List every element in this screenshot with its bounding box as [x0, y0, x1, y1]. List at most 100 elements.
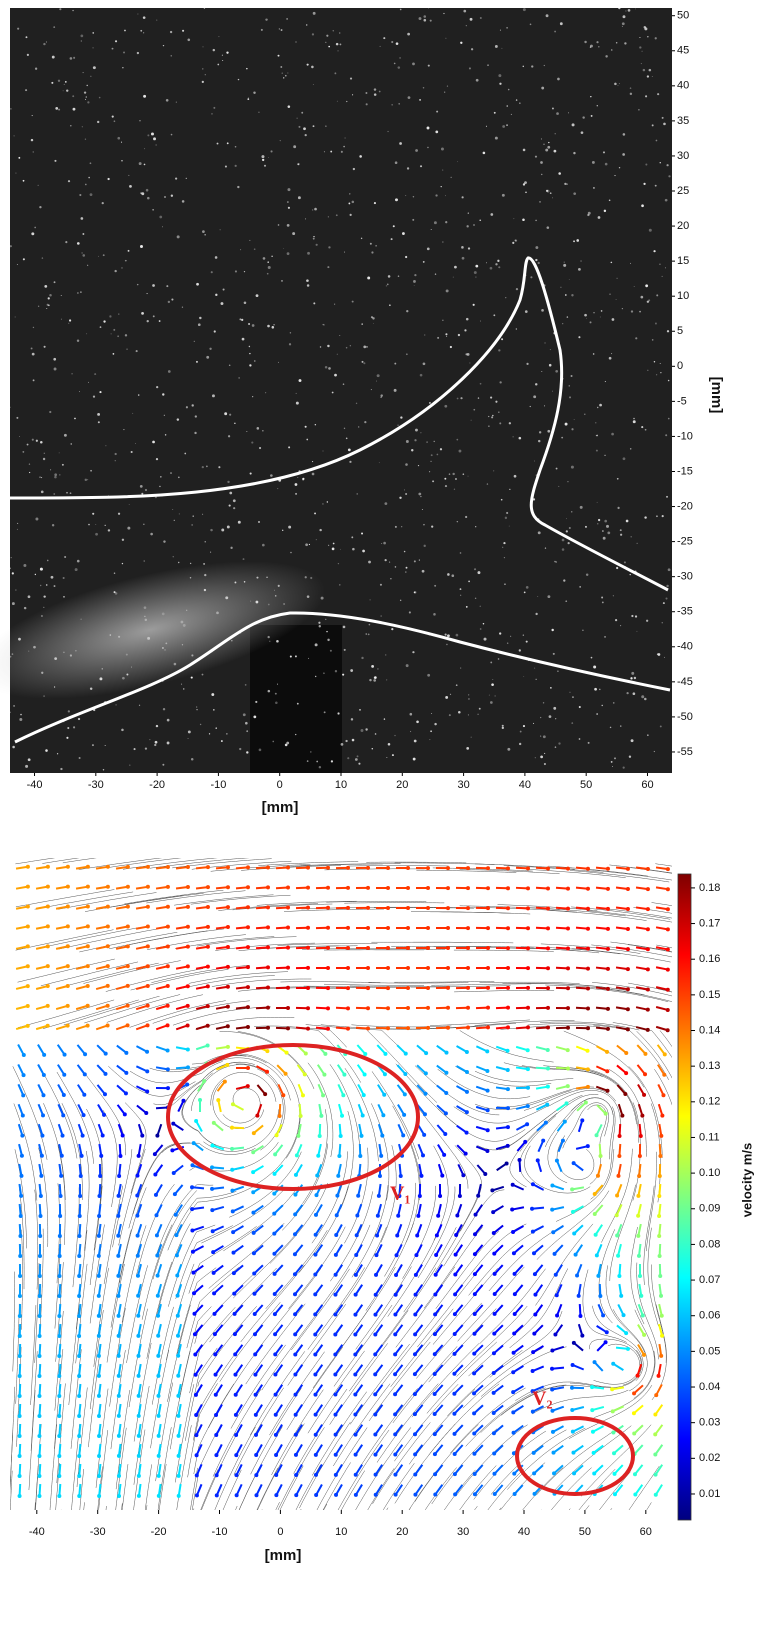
vector-head — [294, 1493, 298, 1497]
particle — [66, 89, 68, 91]
particle — [523, 66, 524, 67]
particle — [138, 394, 140, 396]
vector-head — [492, 1231, 496, 1235]
particle — [205, 74, 206, 75]
particle — [92, 744, 94, 746]
particle — [437, 454, 439, 456]
vector-head — [323, 1052, 327, 1056]
particle — [569, 279, 570, 280]
vector-head — [646, 887, 650, 891]
particle — [344, 428, 345, 429]
vector-head — [265, 1070, 269, 1074]
vector-head — [485, 1149, 489, 1153]
particle — [498, 349, 500, 351]
vector-head — [586, 1085, 590, 1089]
particle — [447, 86, 448, 87]
particle — [309, 544, 310, 545]
vector-head — [506, 886, 510, 890]
vector-head — [513, 1292, 517, 1296]
vector-head — [643, 1072, 647, 1076]
vector-head — [286, 946, 290, 950]
vector-head — [77, 1294, 81, 1298]
particle — [163, 45, 164, 46]
vector-head — [153, 1173, 157, 1177]
particle — [591, 657, 593, 659]
vector-head — [333, 1293, 337, 1297]
particle — [77, 292, 78, 293]
vector-head — [174, 1233, 178, 1237]
vector-head — [578, 1314, 582, 1318]
vector-head — [146, 925, 150, 929]
vector-head — [293, 1193, 297, 1197]
vector-head — [353, 1352, 357, 1356]
particle — [555, 133, 556, 134]
particle — [452, 473, 454, 475]
particle — [667, 330, 669, 332]
particle — [85, 99, 86, 100]
vector-head — [550, 1348, 554, 1352]
vector-head — [61, 1113, 65, 1117]
vector-head — [166, 964, 170, 968]
particle — [186, 178, 187, 179]
particle — [523, 676, 524, 677]
particle — [604, 455, 605, 456]
particle — [665, 434, 667, 436]
particle — [93, 396, 95, 398]
particle — [380, 584, 382, 586]
vector-panel: V₁ V₂ [mm] velocity m/s -40-30-20-100102… — [8, 849, 755, 1610]
vector-head — [596, 1174, 600, 1178]
vector-head — [605, 1069, 609, 1073]
vector-head — [166, 944, 170, 948]
particle — [418, 493, 421, 496]
particle — [198, 323, 201, 326]
particle — [383, 37, 385, 39]
vector-head — [106, 924, 110, 928]
vector-head — [426, 886, 430, 890]
vector-head — [38, 1334, 42, 1338]
particle — [450, 346, 452, 348]
vector-head — [486, 926, 490, 930]
x-tick-label: 50 — [579, 1526, 591, 1538]
vector-head — [252, 1251, 256, 1255]
particle — [423, 261, 425, 263]
vector-head — [442, 1153, 446, 1157]
vector-head — [186, 885, 190, 889]
vector-head — [586, 1144, 590, 1148]
particle — [494, 112, 496, 114]
vector-head — [272, 1212, 276, 1216]
particle — [297, 477, 298, 478]
particle — [480, 383, 482, 385]
vector-head — [126, 984, 130, 988]
streamline — [54, 1510, 61, 1610]
vector-head — [299, 1114, 303, 1118]
particle — [290, 332, 291, 333]
vector-head — [37, 1434, 41, 1438]
particle — [48, 297, 50, 299]
particle — [292, 232, 295, 235]
particle — [585, 526, 587, 528]
particle — [249, 364, 251, 366]
vector-head — [472, 1391, 476, 1395]
vector-head — [638, 1154, 642, 1158]
particle — [460, 595, 461, 596]
particle — [136, 350, 138, 352]
particle — [519, 743, 521, 745]
vector-head — [97, 1254, 101, 1258]
particle — [623, 457, 626, 460]
vector-head — [66, 1004, 70, 1008]
particle — [17, 523, 18, 524]
vector-head — [571, 1430, 575, 1434]
particle — [473, 224, 475, 226]
particle — [121, 267, 122, 268]
particle — [72, 373, 73, 374]
vector-head — [37, 1494, 41, 1498]
particle — [534, 461, 535, 462]
particle — [238, 377, 240, 379]
particle — [477, 571, 480, 574]
particle — [28, 758, 31, 761]
vector-head — [526, 866, 530, 870]
vector-head — [284, 1072, 288, 1076]
vector-head — [453, 1492, 457, 1496]
particle — [604, 636, 606, 638]
particle — [281, 29, 283, 31]
